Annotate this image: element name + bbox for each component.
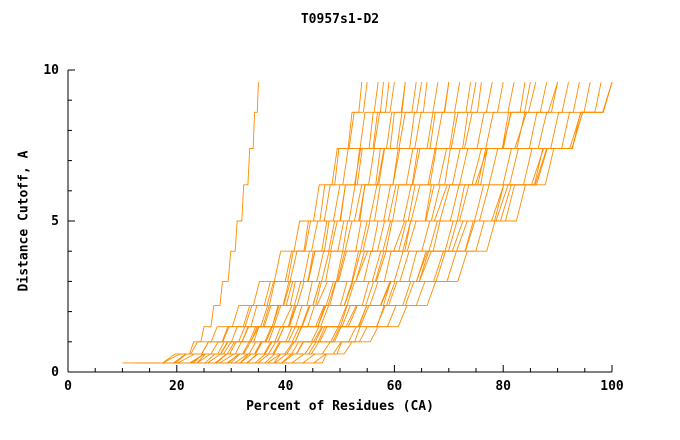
- x-tick-label: 60: [387, 379, 403, 394]
- series-line: [247, 82, 559, 364]
- series-line: [149, 82, 395, 364]
- series-line: [138, 82, 363, 364]
- series-line: [263, 82, 580, 364]
- series-line: [236, 82, 482, 364]
- series-line: [176, 81, 559, 364]
- series-line: [312, 81, 613, 364]
- x-tick-label: 20: [169, 379, 185, 394]
- x-tick-label: 0: [64, 379, 72, 394]
- series-line: [231, 81, 613, 364]
- y-tick-label: 10: [43, 63, 59, 78]
- x-axis-label: Percent of Residues (CA): [246, 399, 434, 414]
- series-line: [258, 81, 613, 364]
- chart-title: T0957s1-D2: [300, 12, 380, 27]
- y-tick-label: 5: [51, 214, 59, 229]
- x-tick-label: 80: [495, 379, 511, 394]
- y-tick-label: 0: [51, 365, 59, 380]
- series-line: [144, 82, 379, 364]
- series-line: [285, 82, 602, 364]
- series-line: [242, 82, 548, 364]
- series-line: [187, 82, 406, 364]
- series-line: [160, 82, 406, 364]
- series-line: [133, 82, 368, 364]
- x-tick-label: 100: [600, 379, 624, 394]
- series-line: [122, 82, 259, 364]
- series-line: [274, 82, 591, 364]
- series-line: [214, 82, 504, 364]
- x-tick-label: 40: [278, 379, 294, 394]
- series-line: [155, 82, 390, 364]
